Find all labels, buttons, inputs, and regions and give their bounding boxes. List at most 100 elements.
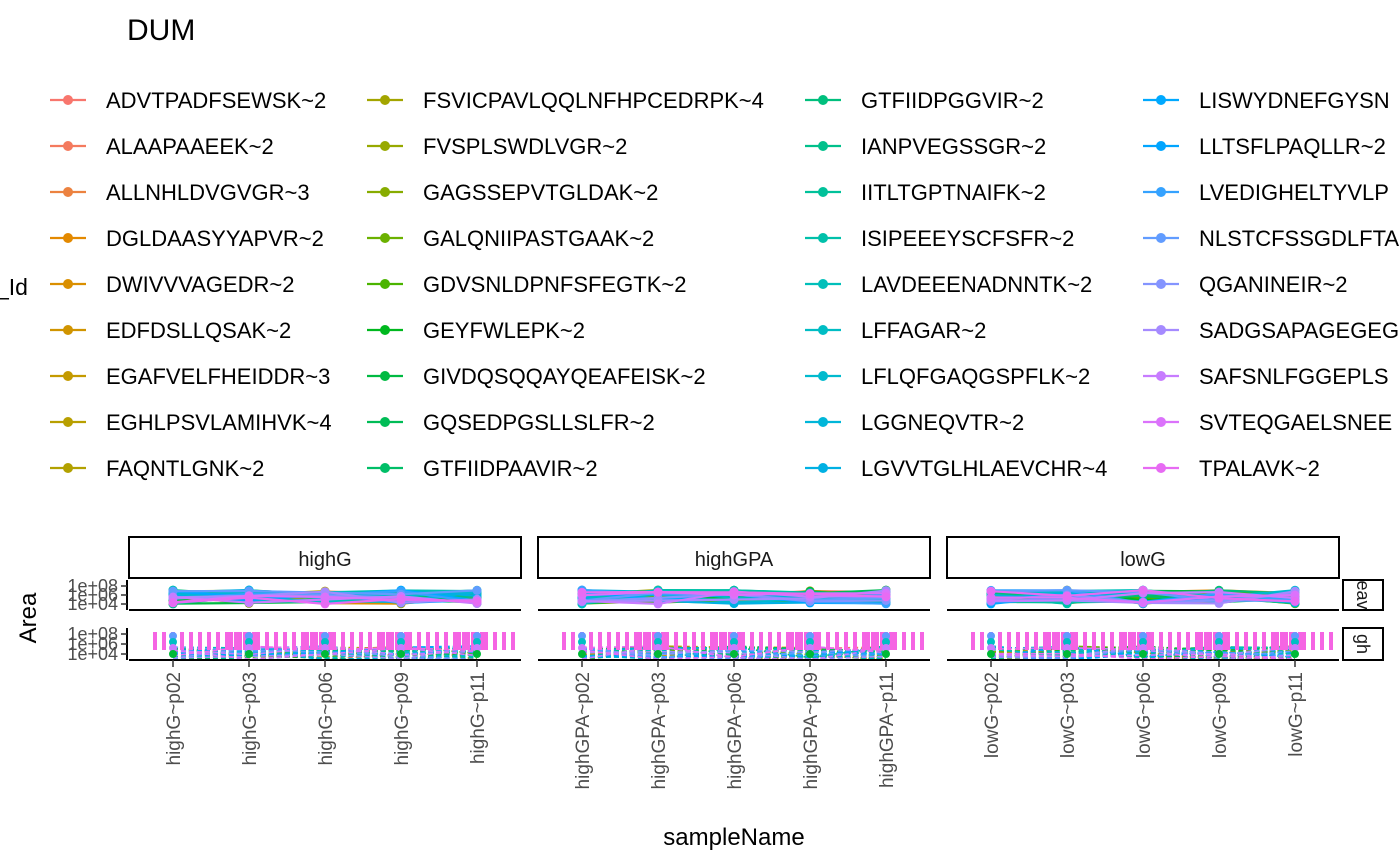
legend-item: ADVTPADFSEWSK~2: [50, 88, 326, 113]
data-point: [806, 644, 814, 652]
y-tick-label: 1e+04: [67, 644, 118, 664]
legend-key-point: [380, 417, 390, 427]
legend-key-point: [1156, 187, 1166, 197]
data-point: [1139, 632, 1147, 640]
data-point: [806, 650, 814, 658]
legend-item: FAQNTLGNK~2: [50, 456, 264, 481]
legend-label: LAVDEEENADNNTK~2: [861, 272, 1092, 297]
y-tick-label: 1e+06: [67, 585, 118, 605]
legend-label: EGAFVELFHEIDDR~3: [106, 364, 330, 389]
plot-panels: [129, 585, 1339, 661]
legend-label: GAGSSEPVTGLDAK~2: [423, 180, 658, 205]
chart-title: DUM: [127, 14, 195, 47]
legend-item: DGLDAASYYAPVR~2: [50, 226, 324, 251]
legend-key-point: [1156, 371, 1166, 381]
data-point: [473, 650, 481, 658]
data-point: [397, 650, 405, 658]
legend-label: LGVVTGLHLAEVCHR~4: [861, 456, 1107, 481]
facet-strip-lowG: lowG: [946, 536, 1340, 579]
strip-label: highG: [298, 549, 351, 571]
strip-box: [1342, 579, 1384, 611]
data-point: [321, 650, 329, 658]
legend-title: _Id: [0, 274, 28, 300]
data-point: [654, 638, 662, 646]
legend-key-point: [1156, 463, 1166, 473]
legend-label: QGANINEIR~2: [1199, 272, 1348, 297]
data-point: [473, 638, 481, 646]
strip-box: [946, 536, 1340, 579]
data-point: [397, 638, 405, 646]
legend-key-point: [63, 279, 73, 289]
data-point: [1138, 585, 1148, 595]
x-tick-label: lowG~p09: [1210, 672, 1231, 758]
legend-label: ADVTPADFSEWSK~2: [106, 88, 326, 113]
facet-strip-highGPA: highGPA: [537, 536, 931, 579]
data-point: [169, 632, 177, 640]
legend-item: SAFSNLFGGEPLS: [1143, 364, 1389, 389]
legend-label: FVSPLSWDLVGR~2: [423, 134, 627, 159]
data-point: [805, 589, 815, 599]
legend-key-point: [818, 371, 828, 381]
legend-item: ALAAPAAEEK~2: [50, 134, 274, 159]
strip-box: [128, 536, 522, 579]
data-point: [1062, 591, 1072, 601]
legend-item: SVTEQGAELSNEE: [1143, 410, 1392, 435]
data-point: [245, 632, 253, 640]
legend-label: GEYFWLEPK~2: [423, 318, 585, 343]
x-axis-highG: highG~p02 highG~p03 highG~p06 highG~p09 high…: [164, 660, 489, 766]
data-point: [654, 650, 662, 658]
legend-key-point: [63, 463, 73, 473]
strip-label: lowG: [1120, 549, 1166, 571]
data-point: [729, 587, 739, 597]
legend-label: EDFDSLLQSAK~2: [106, 318, 291, 343]
legend-label: GTFIIDPAAVIR~2: [423, 456, 598, 481]
x-axis-lowG: lowG~p02 lowG~p03 lowG~p06 lowG~p09 lowG~p11: [982, 660, 1307, 758]
x-tick-label: highG~p09: [392, 672, 413, 766]
data-point: [169, 650, 177, 658]
data-point: [397, 644, 405, 652]
data-point: [882, 632, 890, 640]
data-point: [1063, 644, 1071, 652]
data-point: [987, 632, 995, 640]
legend-label: ALAAPAAEEK~2: [106, 134, 274, 159]
x-tick-label: highG~p06: [316, 672, 337, 766]
data-point: [473, 632, 481, 640]
data-point: [1139, 638, 1147, 646]
data-point: [1290, 590, 1300, 600]
legend-item: IANPVEGSSGR~2: [805, 134, 1046, 159]
legend-key-point: [380, 95, 390, 105]
legend-item: TPALAVK~2: [1143, 456, 1320, 481]
legend-label: DGLDAASYYAPVR~2: [106, 226, 324, 251]
data-point: [397, 632, 405, 640]
data-point: [1138, 598, 1148, 607]
data-point: [472, 585, 482, 595]
data-point: [1063, 638, 1071, 646]
legend-key-point: [1156, 141, 1166, 151]
legend-key-point: [1156, 325, 1166, 335]
legend-label: GIVDQSQQAYQEAFEISK~2: [423, 364, 706, 389]
data-point: [169, 644, 177, 652]
x-axis-title: sampleName: [663, 824, 804, 851]
data-point: [1291, 632, 1299, 640]
data-point: [245, 644, 253, 652]
facet-strip-highG: highG: [128, 536, 522, 579]
legend-item: LLTSFLPAQLLR~2: [1143, 134, 1386, 159]
legend-item: FVSPLSWDLVGR~2: [367, 134, 627, 159]
legend-item: QGANINEIR~2: [1143, 272, 1348, 297]
data-point: [987, 644, 995, 652]
data-point: [169, 638, 177, 646]
data-point: [1215, 644, 1223, 652]
x-tick-label: lowG~p03: [1058, 672, 1079, 758]
legend-key-point: [63, 371, 73, 381]
data-point: [987, 638, 995, 646]
legend-item: GAGSSEPVTGLDAK~2: [367, 180, 658, 205]
y-tick-label: 1e+04: [67, 594, 118, 614]
legend-key-point: [63, 95, 73, 105]
legend-label: DWIVVVAGEDR~2: [106, 272, 294, 297]
data-point: [1215, 632, 1223, 640]
panel-highGPA-light: [538, 632, 930, 661]
data-point: [1063, 632, 1071, 640]
